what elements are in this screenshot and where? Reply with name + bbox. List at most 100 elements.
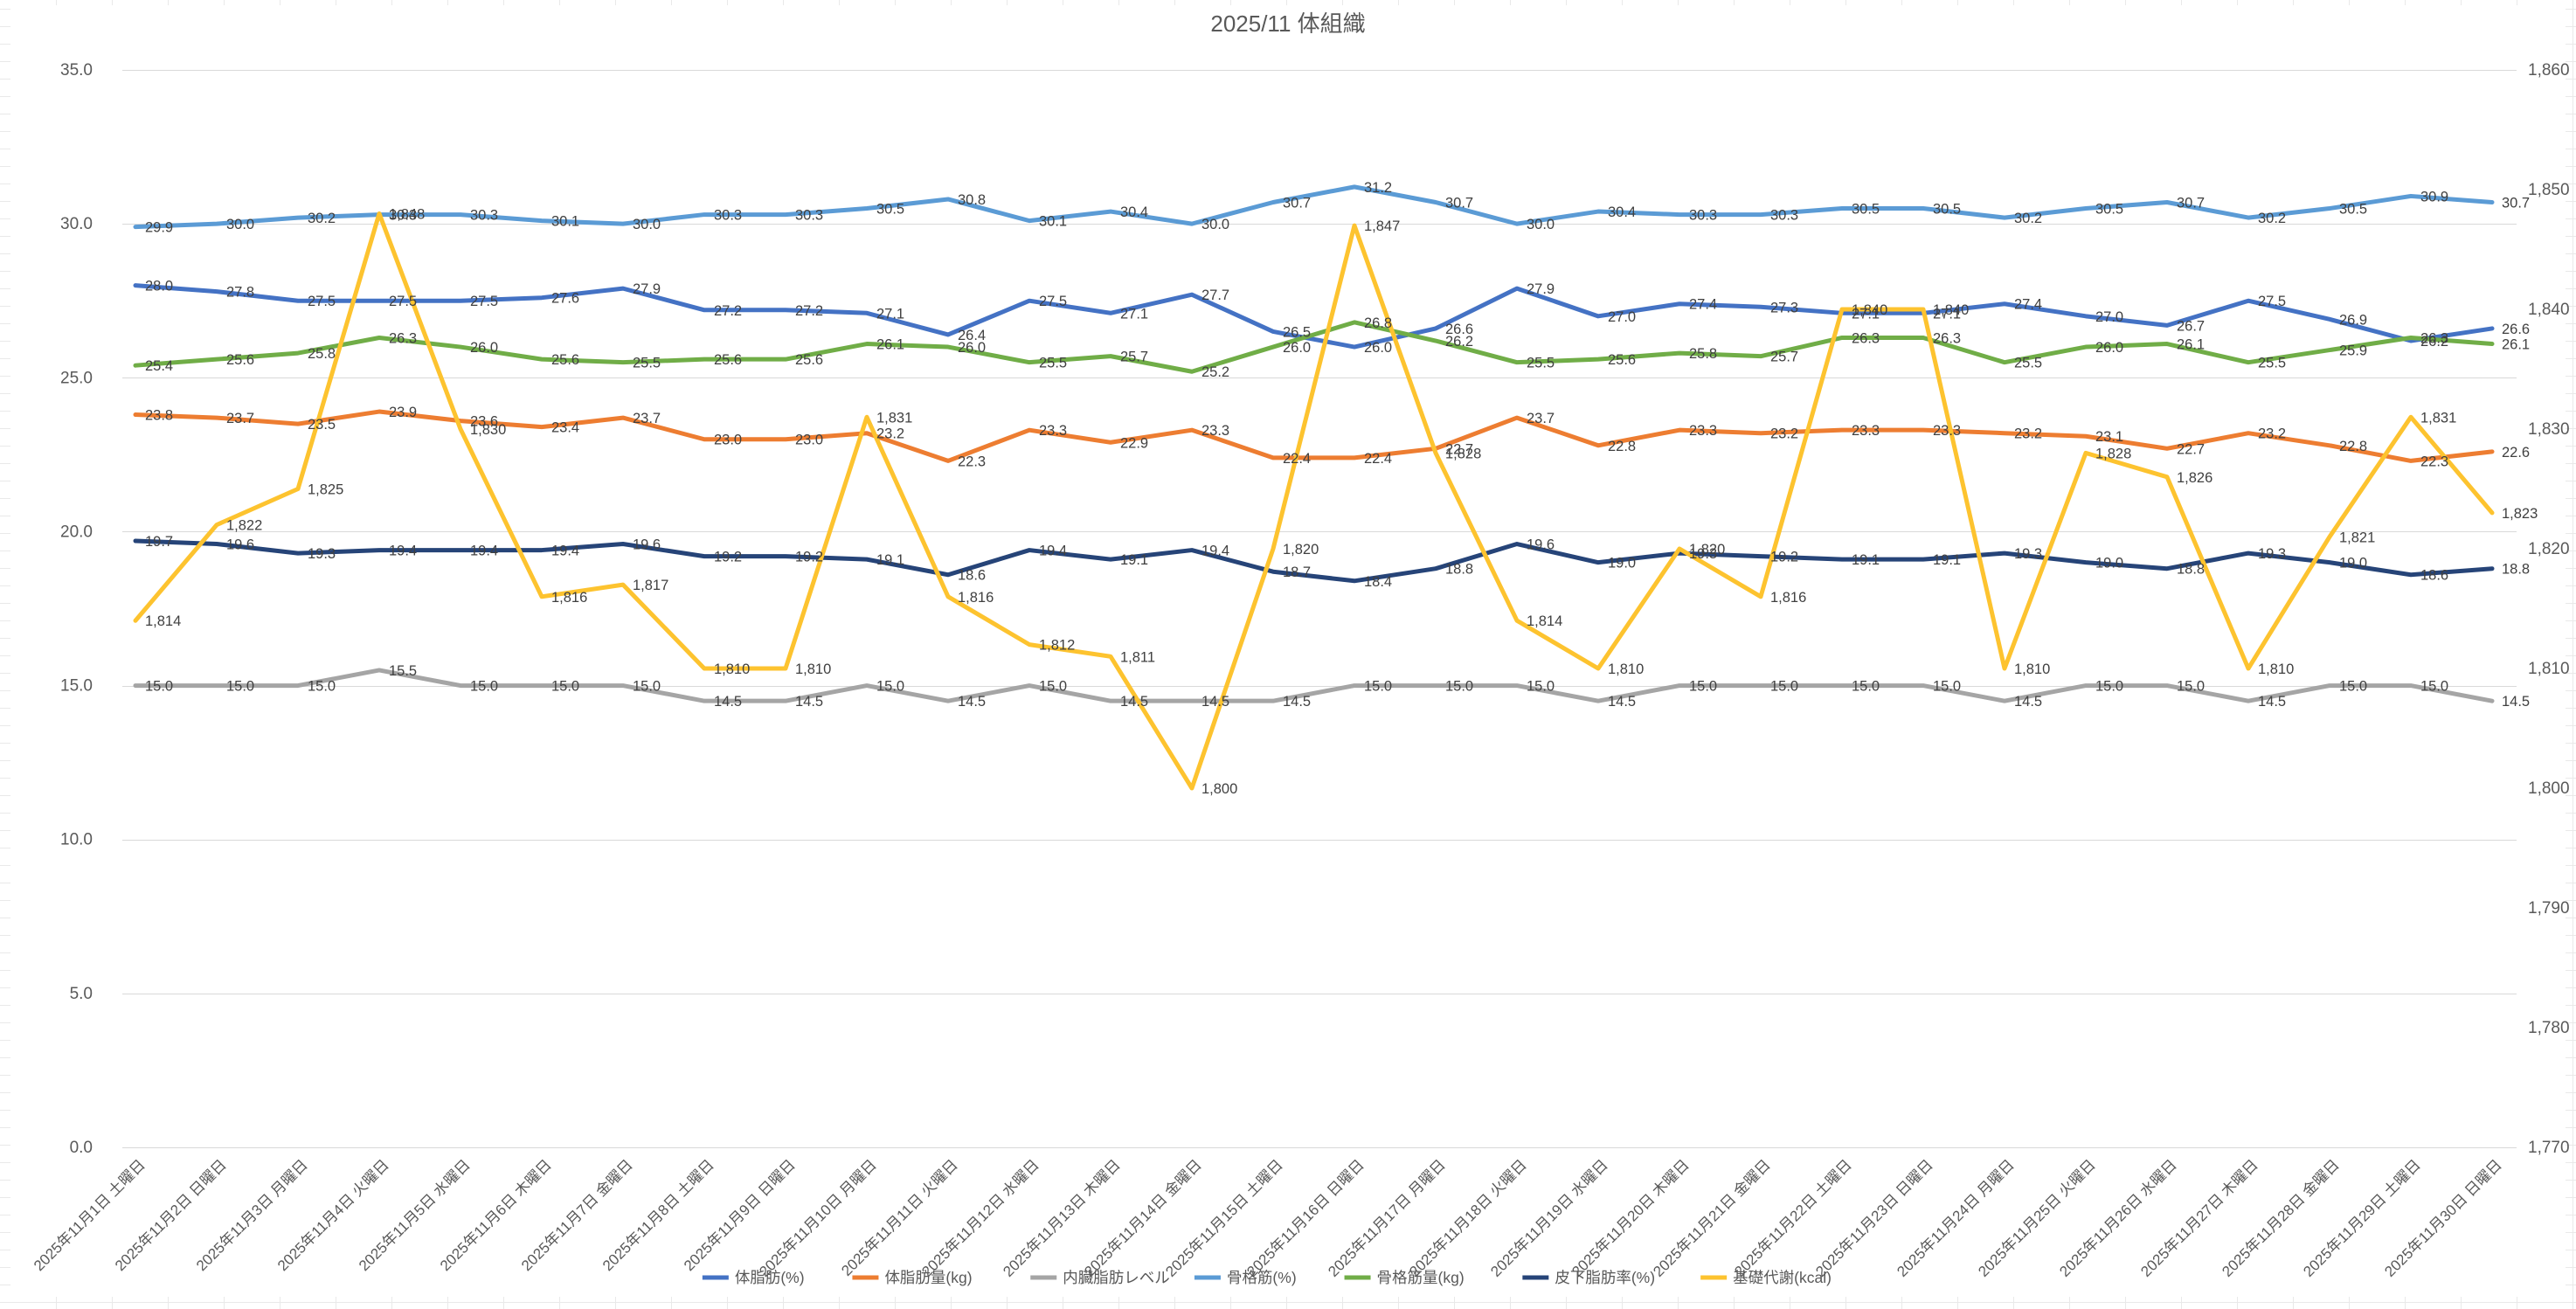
data-label: 27.1 xyxy=(1933,306,1961,322)
data-label: 23.3 xyxy=(1039,423,1067,439)
data-label: 30.2 xyxy=(2258,211,2286,226)
data-label: 27.1 xyxy=(876,306,904,322)
data-label: 15.0 xyxy=(1770,679,1798,695)
data-label: 30.7 xyxy=(2502,195,2530,211)
data-label: 26.8 xyxy=(1364,315,1392,331)
data-label: 19.0 xyxy=(2095,556,2123,571)
data-label: 27.5 xyxy=(308,294,336,309)
chart-title: 2025/11 体組織 xyxy=(1210,10,1365,37)
data-label: 25.5 xyxy=(2258,356,2286,371)
data-label: 26.0 xyxy=(1283,340,1311,356)
left-axis-tick: 35.0 xyxy=(60,61,93,80)
series-line-6-基礎代謝(kcal) xyxy=(133,211,2495,791)
series-data-labels-0-体脂肪(%): 28.0 27.8 27.5 27.5 27.5 27.6 27.9 27.2 27.2 27.1… xyxy=(145,279,2530,356)
legend: 体脂肪(%) 体脂肪量(kg) 内臓脂肪レベル 骨格筋(%) 骨格筋量(kg) 皮下脂肪率… xyxy=(702,1269,1832,1286)
data-label: 26.0 xyxy=(958,340,986,356)
data-label: 26.4 xyxy=(958,328,986,343)
data-label: 19.4 xyxy=(551,544,579,559)
data-label: 27.0 xyxy=(2095,309,2123,325)
series-line-5-皮下脂肪率(%) xyxy=(133,538,2495,584)
data-label: 15.0 xyxy=(2420,679,2448,695)
data-label: 14.5 xyxy=(714,694,742,710)
data-label: 27.2 xyxy=(714,303,742,319)
data-label: 23.3 xyxy=(1201,423,1229,439)
data-label: 14.5 xyxy=(1283,694,1311,710)
data-label: 1,812 xyxy=(1039,638,1075,654)
data-label: 26.1 xyxy=(2502,337,2530,353)
data-label: 26.2 xyxy=(2420,334,2448,350)
data-label: 27.9 xyxy=(1527,281,1555,297)
data-label: 1,816 xyxy=(551,590,587,606)
series-data-labels-3-骨格筋(%): 29.9 30.0 30.2 30.3 30.3 30.1 30.0 30.3 30.3 30.5… xyxy=(145,180,2530,236)
data-label: 25.5 xyxy=(1039,356,1067,371)
data-label: 1,820 xyxy=(1689,542,1725,558)
data-label: 30.2 xyxy=(308,211,336,226)
data-label: 27.6 xyxy=(551,291,579,307)
data-label: 28.0 xyxy=(145,279,173,294)
data-label: 26.1 xyxy=(876,337,904,353)
right-axis-tick-labels: 1,860 1,850 1,840 1,830 1,820 1,810 1,800 1,790… xyxy=(2528,61,2570,1157)
data-label: 19.1 xyxy=(1933,552,1961,568)
data-label: 23.4 xyxy=(551,420,579,436)
data-label: 25.8 xyxy=(1689,346,1717,362)
right-axis-tick: 1,810 xyxy=(2528,660,2570,678)
data-label: 1,816 xyxy=(958,590,994,606)
data-label: 1,800 xyxy=(1201,781,1237,797)
series-line-1-体脂肪量(kg) xyxy=(133,409,2495,463)
data-label: 19.4 xyxy=(470,544,498,559)
data-label: 29.9 xyxy=(145,220,173,236)
data-label: 18.4 xyxy=(1364,574,1392,590)
data-label: 25.5 xyxy=(1527,356,1555,371)
data-label: 25.2 xyxy=(1201,364,1229,380)
data-label: 1,825 xyxy=(308,482,343,498)
data-label: 1,811 xyxy=(1120,649,1155,665)
series-data-labels-5-皮下脂肪率(%): 19.7 19.6 19.3 19.4 19.4 19.4 19.6 19.2 19.2 19.1… xyxy=(145,534,2530,590)
data-label: 19.1 xyxy=(1852,552,1880,568)
data-label: 14.5 xyxy=(795,694,823,710)
data-label: 23.2 xyxy=(1770,426,1798,442)
data-label: 15.0 xyxy=(1689,679,1717,695)
right-axis-tick: 1,770 xyxy=(2528,1139,2570,1157)
data-label: 25.5 xyxy=(2014,356,2042,371)
data-label: 25.6 xyxy=(795,352,823,368)
data-label: 19.6 xyxy=(633,537,661,553)
data-label: 30.5 xyxy=(1852,202,1880,218)
data-label: 19.1 xyxy=(1120,552,1148,568)
data-label: 19.6 xyxy=(226,537,254,553)
data-label: 18.8 xyxy=(1445,562,1473,578)
data-label: 27.0 xyxy=(1608,309,1636,325)
data-label: 30.0 xyxy=(1527,217,1555,232)
data-label: 26.3 xyxy=(1852,330,1880,346)
data-label: 23.0 xyxy=(795,433,823,448)
data-label: 19.3 xyxy=(2014,546,2042,562)
data-label: 25.6 xyxy=(226,352,254,368)
data-label: 30.5 xyxy=(876,202,904,218)
data-label: 15.0 xyxy=(551,679,579,695)
data-label: 15.0 xyxy=(145,679,173,695)
data-label: 22.8 xyxy=(1608,439,1636,454)
data-label: 26.7 xyxy=(2177,318,2205,334)
data-label: 1,840 xyxy=(1852,302,1887,318)
data-label: 30.5 xyxy=(1933,202,1961,218)
data-label: 30.3 xyxy=(1689,208,1717,224)
data-label: 25.7 xyxy=(1120,350,1148,365)
data-label: 15.0 xyxy=(308,679,336,695)
data-label: 14.5 xyxy=(1608,694,1636,710)
data-label: 27.5 xyxy=(1039,294,1067,309)
legend-item-label: 皮下脂肪率(%) xyxy=(1555,1269,1655,1286)
data-label: 22.7 xyxy=(2177,441,2205,457)
data-label: 1,814 xyxy=(1527,613,1562,629)
data-label: 15.0 xyxy=(633,679,661,695)
data-label: 27.4 xyxy=(1689,297,1717,313)
data-label: 19.3 xyxy=(1689,546,1717,562)
left-axis-tick: 25.0 xyxy=(60,369,93,387)
data-label: 27.1 xyxy=(1120,306,1148,322)
data-label: 23.0 xyxy=(714,433,742,448)
data-label: 30.0 xyxy=(1201,217,1229,232)
data-label: 19.2 xyxy=(714,550,742,565)
data-label: 30.3 xyxy=(389,208,417,224)
data-label: 30.3 xyxy=(795,208,823,224)
data-label: 27.8 xyxy=(226,285,254,301)
left-axis-tick: 30.0 xyxy=(60,215,93,233)
data-label: 26.2 xyxy=(1445,334,1473,350)
